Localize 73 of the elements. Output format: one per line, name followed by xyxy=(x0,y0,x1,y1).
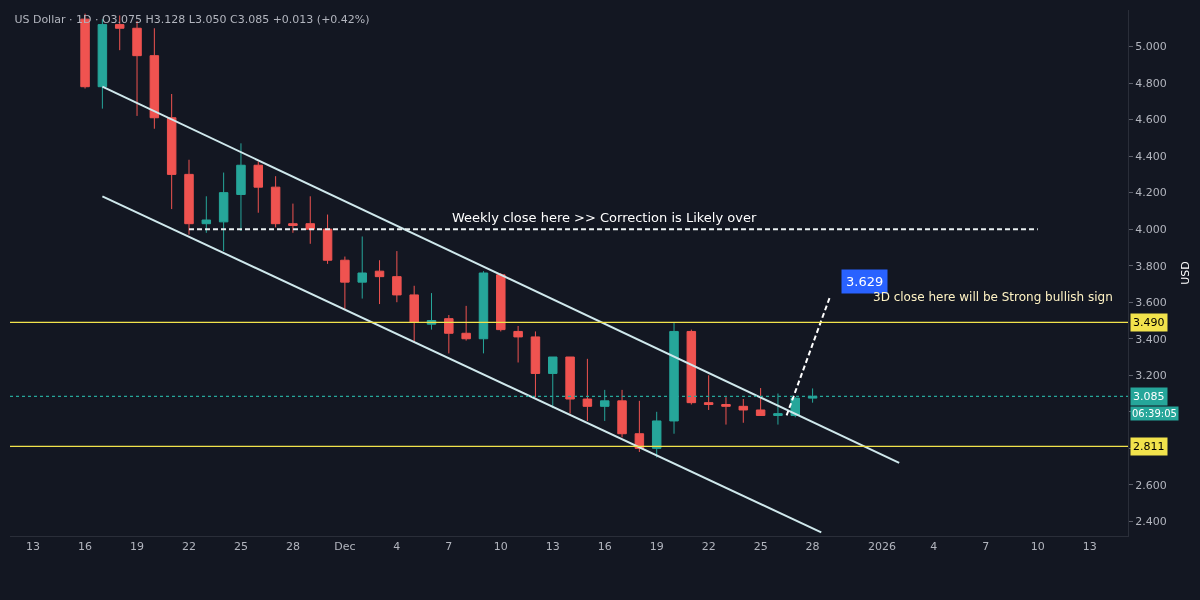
candlestick xyxy=(340,256,350,311)
candlestick xyxy=(513,325,523,363)
annotation: Weekly close here >> Correction is Likely over xyxy=(452,210,757,225)
x-tick-label: 22 xyxy=(182,540,196,554)
candlestick xyxy=(582,358,593,422)
x-tick-label: 13 xyxy=(1082,540,1097,554)
text: 06:39:05 xyxy=(1132,408,1177,419)
y-tick-label: 3.400 xyxy=(1135,332,1167,346)
candlestick xyxy=(565,356,575,415)
candlestick xyxy=(444,314,454,354)
x-tick-label: 13 xyxy=(26,540,41,554)
candlestick xyxy=(201,195,212,234)
x-tick-label: 4 xyxy=(930,540,938,554)
x-tick-label: 22 xyxy=(701,540,716,554)
candlestick xyxy=(755,387,766,416)
candlestick xyxy=(409,285,419,343)
x-tick-label: 16 xyxy=(78,540,93,554)
candlestick xyxy=(651,411,662,458)
y-tick-label: 4.200 xyxy=(1135,186,1167,200)
candlestick xyxy=(322,214,333,265)
candlestick xyxy=(478,270,489,354)
candlestick xyxy=(496,272,506,332)
candlestick xyxy=(236,142,246,232)
y-tick-label: 4.600 xyxy=(1135,113,1167,127)
candlestick xyxy=(184,159,194,236)
candlestick xyxy=(721,396,731,426)
candlestick xyxy=(357,235,367,300)
y-axis-title: USD xyxy=(1178,261,1192,285)
x-tick-label: 25 xyxy=(753,540,768,554)
x-tick-label: 4 xyxy=(393,540,401,554)
x-tick-label: Dec xyxy=(334,540,356,554)
y-tick-label: 2.600 xyxy=(1135,478,1167,492)
y-tick-label: 3.200 xyxy=(1135,369,1167,383)
x-tick-label: 2026 xyxy=(867,540,896,554)
x-tick-label: 10 xyxy=(493,540,508,554)
x-tick-label: 16 xyxy=(597,540,612,554)
y-tick-label: 4.800 xyxy=(1135,76,1167,90)
ref-line-label: 3.085 xyxy=(1133,390,1165,403)
x-tick-label: 10 xyxy=(1030,540,1045,554)
candlestick xyxy=(253,161,264,214)
candlestick xyxy=(288,203,298,234)
x-tick-label: 13 xyxy=(545,540,560,554)
candlestick xyxy=(634,400,645,453)
x-tick-label: 25 xyxy=(233,540,248,554)
y-tick-label: 4.400 xyxy=(1135,149,1167,163)
candlestick xyxy=(392,250,402,303)
y-tick-label: 5.000 xyxy=(1135,40,1167,54)
x-tick-label: 28 xyxy=(805,540,820,554)
y-tick-label: 4.000 xyxy=(1135,223,1167,237)
y-tick-label: 3.600 xyxy=(1135,296,1167,310)
candlestick xyxy=(218,172,229,252)
annotation: 3.629 xyxy=(846,274,884,289)
candlestick xyxy=(686,329,697,405)
x-tick-label: 7 xyxy=(445,540,453,554)
y-tick-label: 3.800 xyxy=(1135,259,1167,273)
candlestick xyxy=(703,374,714,411)
candlestick xyxy=(305,195,315,245)
candlestick xyxy=(461,305,471,342)
x-tick-label: 19 xyxy=(649,540,664,554)
annotation: 3D close here will be Strong bullish sign xyxy=(873,290,1113,304)
x-tick-label: 7 xyxy=(982,540,990,554)
y-tick-label: 2.400 xyxy=(1135,515,1167,529)
candlestick xyxy=(738,398,749,424)
candlestick xyxy=(166,93,177,210)
candlestick xyxy=(617,389,627,438)
candlestick xyxy=(530,330,541,398)
candlestick xyxy=(374,259,385,305)
candlestick xyxy=(149,27,160,130)
x-tick-label: 19 xyxy=(130,540,145,554)
ref-line-label: 2.811 xyxy=(1133,440,1165,453)
x-tick-label: 28 xyxy=(285,540,300,554)
candlestick xyxy=(270,175,281,228)
ref-line-label: 3.490 xyxy=(1133,316,1165,329)
